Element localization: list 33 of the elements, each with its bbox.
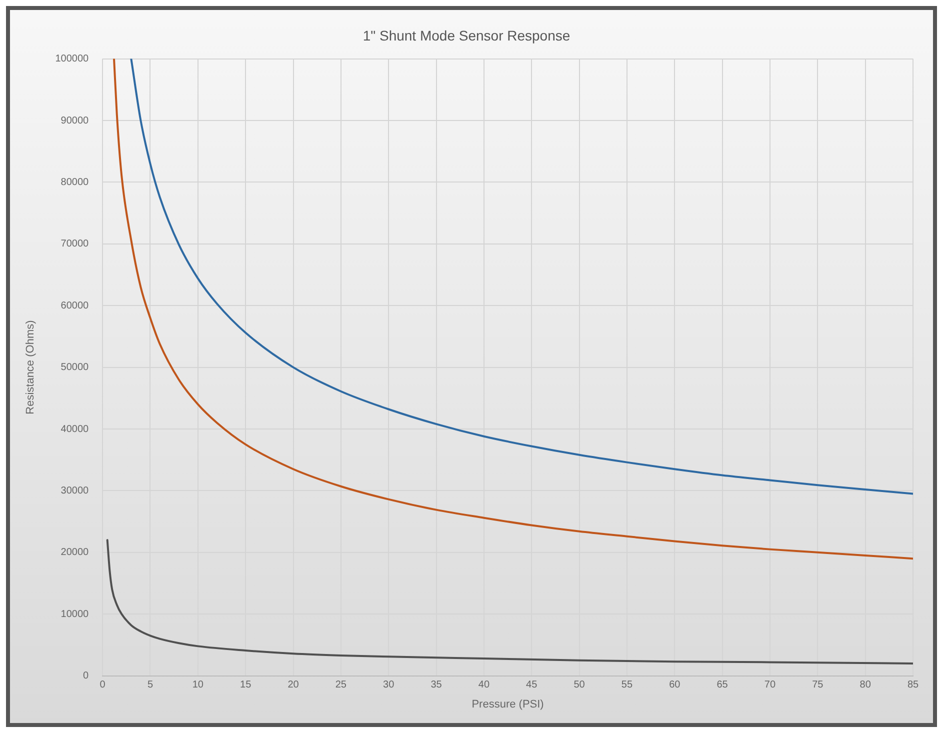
- x-tick-label: 50: [574, 680, 586, 691]
- y-tick-label: 80000: [60, 176, 90, 188]
- x-axis-title: Pressure (PSI): [472, 698, 544, 710]
- y-tick-label: 60000: [60, 300, 90, 312]
- y-tick-label: 70000: [60, 238, 90, 250]
- x-tick-label: 75: [812, 680, 824, 691]
- line-series: [106, 539, 913, 664]
- x-tick-label: 55: [621, 680, 633, 691]
- x-tick-label: 5: [147, 680, 154, 691]
- x-tick-label: 45: [526, 680, 538, 691]
- x-tick-label: 0: [100, 680, 106, 691]
- y-tick-label: 90000: [60, 115, 90, 126]
- y-tick-label: 10000: [60, 608, 90, 620]
- x-tick-label: 15: [240, 680, 252, 691]
- y-tick-label: 100000: [55, 54, 89, 65]
- x-tick-label: 35: [430, 680, 442, 691]
- x-tick-label: 80: [860, 680, 872, 691]
- x-tick-label: 10: [192, 680, 204, 691]
- chart-title: 1" Shunt Mode Sensor Response: [362, 27, 570, 44]
- y-tick-label: 40000: [60, 424, 90, 435]
- y-axis-title: Resistance (Ohms): [24, 320, 37, 414]
- y-tick-label: 30000: [60, 485, 90, 496]
- x-tick-label: 20: [288, 680, 300, 691]
- y-tick-label: 50000: [60, 362, 90, 374]
- x-tick-label: 30: [383, 680, 395, 691]
- x-tick-label: 85: [907, 680, 919, 691]
- x-tick-label: 70: [764, 680, 776, 691]
- x-tick-label: 65: [716, 680, 728, 691]
- y-tick-label: 0: [83, 670, 90, 682]
- x-tick-label: 25: [335, 680, 347, 691]
- y-tick-label: 20000: [60, 547, 90, 558]
- x-tick-label: 40: [478, 680, 490, 691]
- x-tick-label: 60: [669, 680, 681, 691]
